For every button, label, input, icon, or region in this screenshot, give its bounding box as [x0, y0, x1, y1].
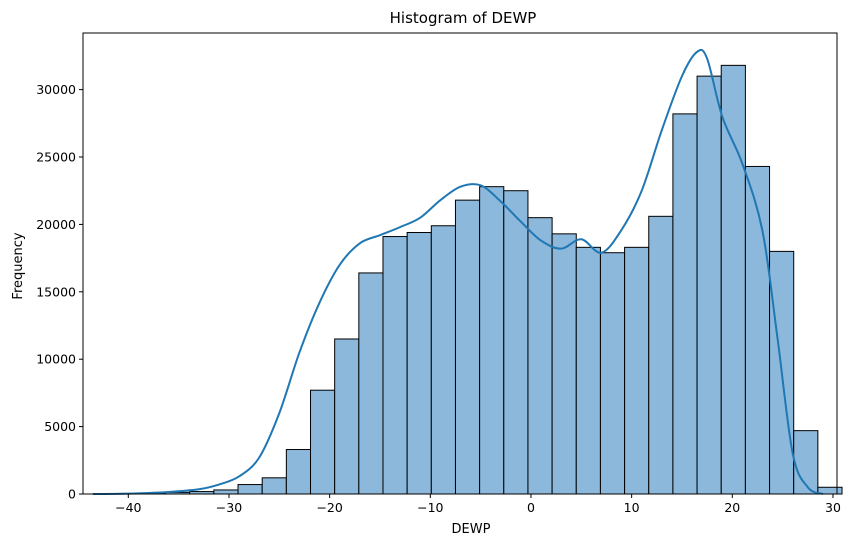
histogram-bar [261, 477, 287, 495]
histogram-bar [285, 449, 312, 495]
histogram-bar [648, 215, 674, 495]
histogram-bar [334, 338, 360, 495]
x-axis-label: DEWP [452, 522, 491, 537]
histogram-bar [454, 199, 481, 495]
histogram-bar [599, 252, 626, 495]
histogram-bar [575, 246, 601, 495]
plot-frame [82, 32, 838, 495]
x-axis-ticks: −40 −30 −20 −10 0 10 20 30 [115, 494, 841, 515]
y-tick-label: 10000 [36, 352, 76, 367]
x-tick-label: −30 [216, 500, 242, 515]
histogram-bar [310, 389, 336, 495]
x-tick-label: 10 [624, 500, 640, 515]
y-tick-label: 5000 [44, 419, 76, 434]
chart-title: Histogram of DEWP [390, 9, 537, 27]
histogram-bar [237, 484, 263, 495]
y-tick-label: 20000 [36, 217, 76, 232]
histogram-bar [551, 233, 577, 495]
x-tick-label: −20 [316, 500, 342, 515]
histogram-bar [358, 272, 384, 495]
y-tick-label: 0 [68, 487, 76, 502]
x-tick-label: 30 [825, 500, 841, 515]
y-tick-label: 15000 [36, 284, 76, 299]
histogram-bar [382, 236, 408, 495]
histogram-bar [479, 186, 505, 495]
x-tick-label: 20 [724, 500, 740, 515]
y-axis-ticks: 0 5000 10000 15000 20000 25000 30000 [36, 82, 83, 502]
kde-line [93, 48, 824, 495]
histogram-bar [430, 225, 456, 495]
y-tick-label: 25000 [36, 150, 76, 165]
histogram-bar [503, 190, 529, 495]
histogram-bar [744, 165, 771, 495]
histogram-bar [624, 246, 650, 495]
histogram-bar [213, 489, 239, 495]
histogram-bar [720, 64, 746, 495]
histogram-bar [527, 217, 553, 495]
y-tick-label: 30000 [36, 82, 76, 97]
histogram-bar [696, 75, 722, 495]
x-tick-label: −10 [417, 500, 443, 515]
x-tick-label: 0 [527, 500, 535, 515]
histogram-bar [672, 113, 698, 495]
x-tick-label: −40 [115, 500, 141, 515]
bars-layer [92, 64, 843, 495]
y-axis-label: Frequency [11, 232, 26, 299]
histogram-bar [406, 231, 432, 495]
